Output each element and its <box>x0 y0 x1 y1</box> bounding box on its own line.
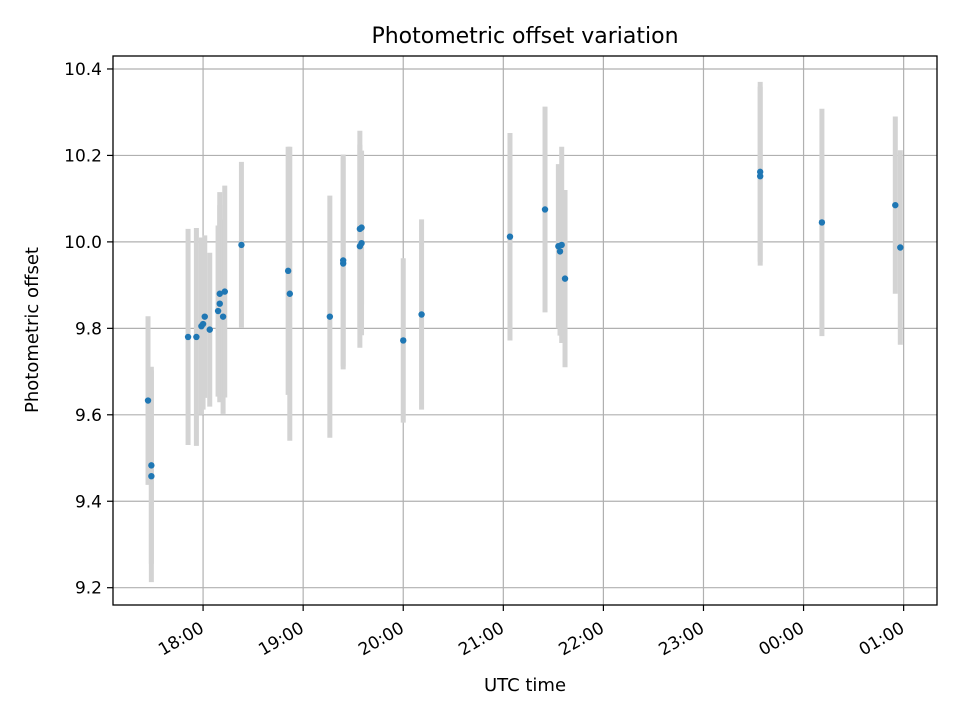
data-point <box>199 320 207 328</box>
data-point <box>284 267 292 275</box>
data-point <box>892 201 899 209</box>
plot-frame <box>112 55 938 606</box>
data-point <box>286 290 294 297</box>
data-point <box>400 337 407 344</box>
data-point <box>326 313 334 320</box>
data-point <box>184 333 192 341</box>
data-point <box>561 275 569 282</box>
y-axis-title: Photometric offset <box>22 247 43 413</box>
data-point <box>148 472 155 480</box>
data-point <box>358 224 365 231</box>
data-point <box>339 260 347 267</box>
data-point <box>897 244 904 251</box>
y-tick-label: 9.8 <box>75 319 102 339</box>
y-tick-label: 9.6 <box>75 406 102 426</box>
chart-title: Photometric offset variation <box>371 24 678 49</box>
data-point <box>756 172 764 180</box>
data-point <box>144 397 152 404</box>
x-axis-title: UTC time <box>484 675 566 696</box>
data-point <box>214 307 222 315</box>
data-points <box>144 168 904 480</box>
data-point <box>216 290 223 297</box>
y-tick-label: 10.2 <box>64 146 102 166</box>
data-point <box>221 288 228 295</box>
data-point <box>219 313 227 320</box>
y-tick-label: 9.2 <box>75 579 102 599</box>
y-tick-label: 10.4 <box>64 60 102 80</box>
data-point <box>206 326 213 333</box>
data-point <box>541 206 549 213</box>
data-point <box>556 248 564 255</box>
grid <box>113 56 937 605</box>
data-point <box>148 462 155 469</box>
data-point <box>558 241 565 249</box>
data-point <box>201 313 208 320</box>
data-point <box>818 219 826 226</box>
y-axis-ticks: 9.2 9.4 9.6 9.8 10.0 10.2 10.4 <box>64 60 113 599</box>
data-point <box>193 333 200 341</box>
data-point <box>238 241 245 249</box>
y-tick-label: 10.0 <box>64 233 102 253</box>
data-point <box>216 300 223 307</box>
data-point <box>358 239 365 247</box>
data-point <box>418 311 425 318</box>
y-tick-label: 9.4 <box>75 492 102 512</box>
data-point <box>506 233 514 240</box>
